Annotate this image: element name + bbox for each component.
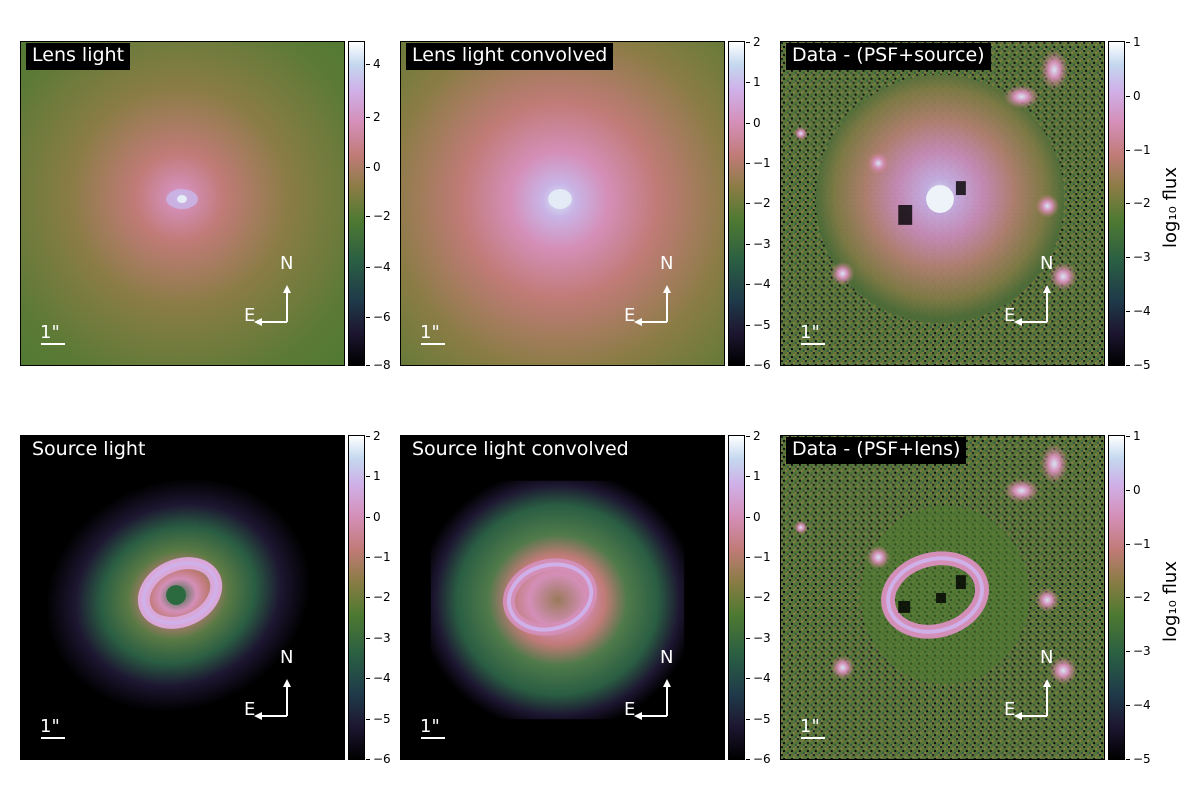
east-label: E [624, 699, 636, 720]
tick-label: −1 [373, 550, 391, 564]
north-label: N [280, 647, 294, 668]
tick-label: 0 [1133, 483, 1141, 497]
scale-bar [41, 343, 65, 345]
tick-label: 1 [753, 75, 761, 89]
compass: N E [244, 647, 294, 721]
east-label: E [1004, 305, 1016, 326]
tick-label: −3 [373, 631, 391, 645]
tick-label: 2 [373, 429, 381, 443]
tick-label: −5 [753, 318, 771, 332]
tick-label: −4 [753, 277, 771, 291]
colorbar-label: log₁₀ flux [1160, 167, 1181, 248]
colorbar: 1 0 −1 −2 −3 −4 −5 [1108, 429, 1151, 766]
colorbar: 2 1 0 −1 −2 −3 −4 −5 −6 [728, 429, 771, 766]
tick-label: −2 [1133, 590, 1151, 604]
compass: N E [624, 253, 674, 327]
tick-label: 0 [1133, 89, 1141, 103]
scale-bar [801, 343, 825, 345]
data-minus-psf-source-image: Data - (PSF+source) 1" N E [780, 41, 1105, 366]
tick-label: −6 [753, 752, 771, 766]
scale-bar [421, 737, 445, 739]
scale-label: 1" [40, 322, 60, 343]
colorbar: 4 2 0 −2 −4 −6 −8 [348, 41, 391, 372]
tick-label: −3 [1133, 644, 1151, 658]
lens-light-convolved-image: Lens light convolved 1" N E [400, 41, 725, 366]
tick-label: −1 [753, 550, 771, 564]
tick-label: −8 [373, 358, 391, 372]
panel-title: Lens light [26, 43, 131, 70]
panel-title: Source light convolved [406, 437, 635, 464]
tick-label: −1 [1133, 537, 1151, 551]
colorbar: 2 1 0 −1 −2 −3 −4 −5 −6 [348, 429, 391, 766]
north-label: N [660, 253, 674, 274]
tick-label: 2 [753, 429, 761, 443]
east-label: E [624, 305, 636, 326]
tick-label: −6 [373, 310, 391, 324]
scale-bar [801, 737, 825, 739]
tick-label: −1 [1133, 143, 1151, 157]
colorbar: 1 0 −1 −2 −3 −4 −5 [1108, 35, 1151, 372]
east-label: E [244, 305, 256, 326]
tick-label: −4 [373, 260, 391, 274]
scale-bar [421, 343, 445, 345]
panel-title: Data - (PSF+lens) [786, 437, 967, 464]
tick-label: −5 [373, 712, 391, 726]
tick-label: −4 [1133, 304, 1151, 318]
tick-label: −5 [753, 712, 771, 726]
tick-label: −2 [373, 590, 391, 604]
tick-label: −3 [753, 237, 771, 251]
tick-label: 1 [373, 469, 381, 483]
data-minus-psf-lens-image: Data - (PSF+lens) 1" N E [780, 435, 1105, 760]
tick-label: 0 [753, 510, 761, 524]
north-label: N [660, 647, 674, 668]
panel-title: Source light [26, 437, 152, 464]
tick-label: −2 [1133, 196, 1151, 210]
tick-label: −3 [753, 631, 771, 645]
tick-label: −4 [373, 671, 391, 685]
colorbar: 2 1 0 −1 −2 −3 −4 −5 −6 [728, 35, 771, 372]
east-label: E [244, 699, 256, 720]
tick-label: 0 [373, 510, 381, 524]
panel-title: Lens light convolved [406, 43, 614, 70]
tick-label: −6 [753, 358, 771, 372]
colorbar-label: log₁₀ flux [1160, 561, 1181, 642]
tick-label: 0 [753, 116, 761, 130]
north-label: N [1040, 253, 1054, 274]
tick-label: −5 [1133, 358, 1151, 372]
tick-label: 1 [1133, 35, 1141, 49]
tick-label: 1 [1133, 429, 1141, 443]
source-light-image: Source light 1" N E [20, 435, 345, 760]
scale-label: 1" [40, 716, 60, 737]
scale-bar [41, 737, 65, 739]
scale-label: 1" [800, 322, 820, 343]
tick-label: 0 [373, 160, 381, 174]
scale-label: 1" [420, 322, 440, 343]
tick-label: −1 [753, 156, 771, 170]
compass: N E [1004, 647, 1054, 721]
tick-label: 2 [753, 35, 761, 49]
compass: N E [624, 647, 674, 721]
scale-label: 1" [800, 716, 820, 737]
tick-label: −6 [373, 752, 391, 766]
tick-label: −2 [753, 196, 771, 210]
tick-label: −4 [1133, 698, 1151, 712]
tick-label: −5 [1133, 752, 1151, 766]
tick-label: 4 [373, 57, 381, 71]
compass: N E [244, 253, 294, 327]
north-label: N [280, 253, 294, 274]
scale-label: 1" [420, 716, 440, 737]
source-light-convolved-image: Source light convolved 1" N E [400, 435, 725, 760]
tick-label: −2 [753, 590, 771, 604]
tick-label: −2 [373, 209, 391, 223]
tick-label: −3 [1133, 250, 1151, 264]
tick-label: 1 [753, 469, 761, 483]
north-label: N [1040, 647, 1054, 668]
east-label: E [1004, 699, 1016, 720]
lens-light-image: Lens light 1" N E [20, 41, 345, 366]
compass: N E [1004, 253, 1054, 327]
tick-label: −4 [753, 671, 771, 685]
panel-title: Data - (PSF+source) [786, 43, 991, 70]
tick-label: 2 [373, 110, 381, 124]
